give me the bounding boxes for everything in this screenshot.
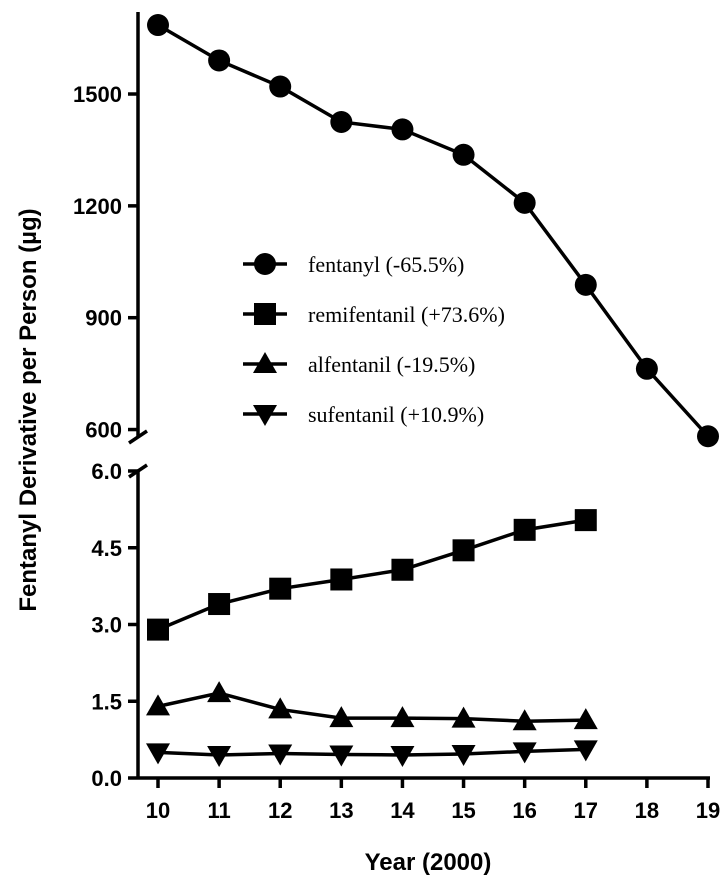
data-point: [329, 706, 354, 728]
series-line: [157, 23, 710, 438]
data-point: [208, 49, 231, 72]
data-point: [330, 110, 353, 133]
axes: 600 900 1200 1500 0.0 1.5 3.0 4.5 6.0 10 11 12 13 14 1…: [73, 12, 720, 823]
y-tick-label-upper: 600: [85, 418, 122, 443]
legend: fentanyl (-65.5%) remifentanil (+73.6%) al…: [243, 252, 505, 427]
data-point: [390, 745, 415, 767]
data-point: [635, 357, 658, 380]
data-point: [207, 745, 232, 767]
legend-item: fentanyl (-65.5%): [243, 252, 464, 277]
y-tick-label-upper: 1500: [73, 82, 122, 107]
series-line: [157, 747, 586, 757]
y-tick-label-lower: 1.5: [91, 689, 122, 714]
data-point: [146, 743, 170, 765]
legend-label: alfentanil (-19.5%): [308, 352, 475, 377]
data-point: [207, 681, 232, 703]
data-point: [697, 425, 719, 448]
data-point: [268, 697, 293, 719]
x-tick-label: 10: [146, 798, 170, 823]
data-point: [451, 706, 476, 728]
series-triangle-up: [146, 681, 598, 731]
legend-item: alfentanil (-19.5%): [243, 352, 475, 377]
x-tick-label: 19: [696, 798, 720, 823]
data-point: [512, 742, 537, 764]
data-point: [452, 539, 475, 562]
data-point: [147, 618, 169, 641]
legend-item: remifentanil (+73.6%): [243, 302, 505, 327]
data-point: [391, 118, 414, 141]
data-point: [451, 744, 476, 766]
x-tick-label: 17: [574, 798, 598, 823]
y-tick-label-lower: 4.5: [91, 536, 122, 561]
data-point: [573, 740, 598, 762]
legend-marker: [253, 405, 277, 426]
series-triangle-down: [146, 740, 598, 767]
data-point: [452, 143, 475, 166]
data-point: [391, 558, 414, 581]
y-axis-title: Fentanyl Derivative per Person (µg): [15, 208, 42, 611]
legend-marker: [254, 253, 276, 275]
data-point: [512, 709, 537, 731]
series-circle: [147, 14, 719, 448]
x-tick-label: 18: [635, 798, 659, 823]
data-point: [573, 708, 598, 730]
data-point: [513, 191, 536, 214]
legend-label: remifentanil (+73.6%): [308, 302, 505, 327]
series-layer: [146, 14, 719, 767]
x-tick-label: 13: [329, 798, 353, 823]
data-point: [208, 593, 231, 616]
data-point: [513, 518, 536, 541]
legend-item: sufentanil (+10.9%): [243, 402, 484, 427]
y-tick-label-lower: 6.0: [91, 459, 122, 484]
legend-label: sufentanil (+10.9%): [308, 402, 484, 427]
data-point: [574, 509, 597, 532]
y-tick-label-lower: 3.0: [91, 613, 122, 638]
data-point: [269, 75, 292, 98]
data-point: [329, 745, 354, 767]
data-point: [269, 577, 292, 600]
data-point: [390, 706, 415, 728]
series-line: [157, 691, 586, 723]
x-tick-label: 16: [512, 798, 536, 823]
data-point: [574, 273, 597, 296]
legend-marker: [254, 303, 276, 325]
y-tick-label-upper: 1200: [73, 194, 122, 219]
y-tick-label-lower: 0.0: [91, 766, 122, 791]
x-tick-label: 12: [268, 798, 292, 823]
data-point: [147, 14, 169, 37]
series-square: [147, 509, 597, 641]
y-tick-label-upper: 900: [85, 306, 122, 331]
x-tick-label: 15: [451, 798, 475, 823]
x-tick-label: 14: [390, 798, 415, 823]
data-point: [146, 694, 170, 716]
x-tick-label: 11: [207, 798, 230, 823]
x-axis-title: Year (2000): [365, 849, 492, 876]
legend-label: fentanyl (-65.5%): [308, 252, 464, 277]
data-point: [330, 568, 353, 591]
legend-marker: [253, 352, 277, 373]
axis-break-mark-upper: [128, 429, 148, 445]
data-point: [268, 744, 293, 766]
